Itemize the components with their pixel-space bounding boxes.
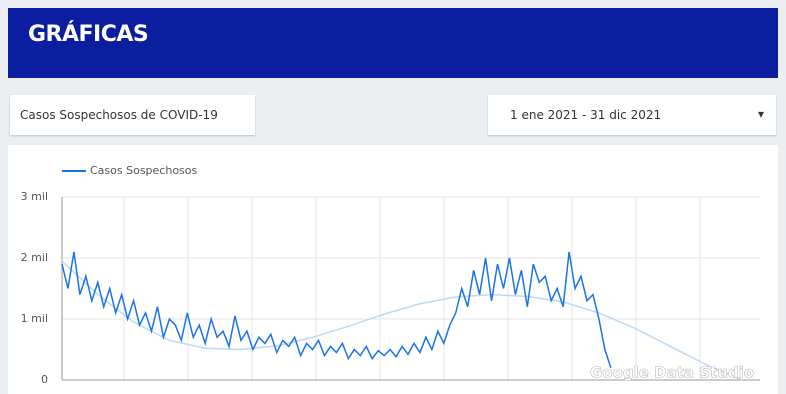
y-tick-label: 1 mil (21, 312, 48, 325)
dropdown-icon: ▾ (757, 107, 764, 121)
watermark: Google Data Studio (590, 364, 754, 382)
series-line (61, 251, 612, 369)
y-tick-label: 3 mil (21, 190, 48, 203)
y-tick-label: 0 (41, 373, 48, 386)
date-range-label: 1 ene 2021 - 31 dic 2021 (510, 108, 662, 122)
y-tick-label: 2 mil (21, 251, 48, 264)
metric-label: Casos Sospechosos de COVID-19 (20, 108, 218, 122)
legend-label: Casos Sospechosos (90, 164, 198, 177)
header: GRÁFICAS (8, 8, 778, 78)
date-range-selector[interactable]: 1 ene 2021 - 31 dic 2021 ▾ (488, 95, 776, 135)
trendline (61, 260, 743, 381)
metric-selector[interactable]: Casos Sospechosos de COVID-19 (10, 95, 255, 135)
header-title: GRÁFICAS (28, 22, 149, 47)
